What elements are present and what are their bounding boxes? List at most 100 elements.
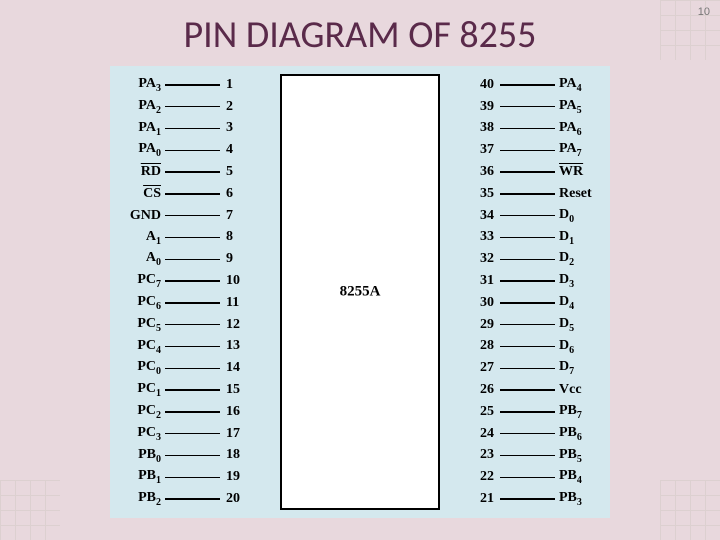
- pin-number: 36: [472, 164, 500, 180]
- decor-grid-tr: [660, 0, 720, 60]
- pin-row-right: Vcc26: [410, 379, 610, 401]
- pin-number: 30: [472, 295, 500, 311]
- pin-number: 17: [220, 426, 248, 442]
- decor-grid-bl: [0, 480, 60, 540]
- chip-label: 8255A: [340, 284, 381, 301]
- pin-row-left: PC216: [110, 401, 310, 423]
- pin-number: 23: [472, 447, 500, 463]
- pin-number: 22: [472, 469, 500, 485]
- pin-row-left: PA13: [110, 118, 310, 140]
- pin-number: 1: [220, 77, 248, 93]
- pin-row-left: A09: [110, 248, 310, 270]
- pin-row-left: PB119: [110, 466, 310, 488]
- pin-label: D4: [555, 294, 610, 312]
- pin-row-right: PB4 22: [410, 466, 610, 488]
- pin-label: PB2: [110, 490, 165, 508]
- pin-row-right: D5 29: [410, 314, 610, 336]
- pin-row-right: WR36: [410, 161, 610, 183]
- pin-label: PB1: [110, 468, 165, 486]
- pin-number: 9: [220, 251, 248, 267]
- pin-label: PA6: [555, 120, 610, 138]
- pin-lead: [500, 477, 555, 479]
- pin-label: PB4: [555, 468, 610, 486]
- pin-number: 29: [472, 317, 500, 333]
- pin-number: 5: [220, 164, 248, 180]
- pin-number: 34: [472, 208, 500, 224]
- pin-lead: [500, 455, 555, 457]
- pin-row-right: D232: [410, 248, 610, 270]
- pin-number: 6: [220, 186, 248, 202]
- pin-number: 12: [220, 317, 248, 333]
- pin-label: Reset: [555, 186, 610, 202]
- pin-row-left: RD5: [110, 161, 310, 183]
- pin-lead: [500, 368, 555, 370]
- pin-number: 33: [472, 229, 500, 245]
- pin-row-left: GND7: [110, 205, 310, 227]
- pin-lead: [500, 84, 555, 86]
- pin-row-right: D628: [410, 336, 610, 358]
- pin-lead: [165, 128, 220, 130]
- pin-lead: [165, 259, 220, 261]
- pin-lead: [165, 368, 220, 370]
- pin-number: 15: [220, 382, 248, 398]
- pin-row-right: D4 30: [410, 292, 610, 314]
- pin-label: PB6: [555, 425, 610, 443]
- pin-label: D5: [555, 316, 610, 334]
- decor-grid-br: [660, 480, 720, 540]
- pin-number: 38: [472, 120, 500, 136]
- pin-label: PC1: [110, 381, 165, 399]
- pin-number: 3: [220, 120, 248, 136]
- pin-number: 31: [472, 273, 500, 289]
- pin-lead: [165, 84, 220, 86]
- pin-row-right: PA539: [410, 96, 610, 118]
- pin-lead: [500, 106, 555, 108]
- pin-row-left: PB0 18: [110, 445, 310, 467]
- pin-number: 39: [472, 99, 500, 115]
- pin-row-left: PC710: [110, 270, 310, 292]
- pin-label: D0: [555, 207, 610, 225]
- pin-lead: [165, 150, 220, 152]
- pin-number: 25: [472, 404, 500, 420]
- pin-lead: [500, 237, 555, 239]
- pin-row-left: PA3 1: [110, 74, 310, 96]
- pin-label: PA3: [110, 76, 165, 94]
- pin-number: 2: [220, 99, 248, 115]
- pin-label: D2: [555, 250, 610, 268]
- pin-row-left: PC413: [110, 336, 310, 358]
- pin-number: 14: [220, 360, 248, 376]
- pin-row-right: Reset35: [410, 183, 610, 205]
- pin-lead: [500, 150, 555, 152]
- pin-lead: [165, 237, 220, 239]
- pin-row-left: A18: [110, 227, 310, 249]
- pin-lead: [500, 171, 555, 173]
- pin-number: 37: [472, 142, 500, 158]
- page-number: 10: [698, 6, 710, 18]
- pin-lead: [500, 128, 555, 130]
- slide-title: PIN DIAGRAM OF 8255: [0, 0, 720, 66]
- pin-row-left: PB220: [110, 488, 310, 510]
- pin-label: PB3: [555, 490, 610, 508]
- pin-lead: [500, 389, 555, 391]
- pin-lead: [165, 411, 220, 413]
- pin-lead: [165, 302, 220, 304]
- pin-number: 4: [220, 142, 248, 158]
- pin-number: 40: [472, 77, 500, 93]
- pin-row-right: PA440: [410, 74, 610, 96]
- pin-label: PA7: [555, 141, 610, 159]
- pin-number: 26: [472, 382, 500, 398]
- pin-lead: [500, 411, 555, 413]
- pin-label: PB0: [110, 447, 165, 465]
- pin-number: 28: [472, 338, 500, 354]
- pin-label: PC4: [110, 338, 165, 356]
- pin-label: PB7: [555, 403, 610, 421]
- pin-lead: [500, 498, 555, 500]
- pin-number: 18: [220, 447, 248, 463]
- pin-number: 21: [472, 491, 500, 507]
- pin-label: PC6: [110, 294, 165, 312]
- pin-row-right: PB7 25: [410, 401, 610, 423]
- pin-row-left: PA04: [110, 139, 310, 161]
- pin-row-right: PA7 37: [410, 139, 610, 161]
- pin-lead: [165, 280, 220, 282]
- pin-number: 27: [472, 360, 500, 376]
- pin-lead: [500, 280, 555, 282]
